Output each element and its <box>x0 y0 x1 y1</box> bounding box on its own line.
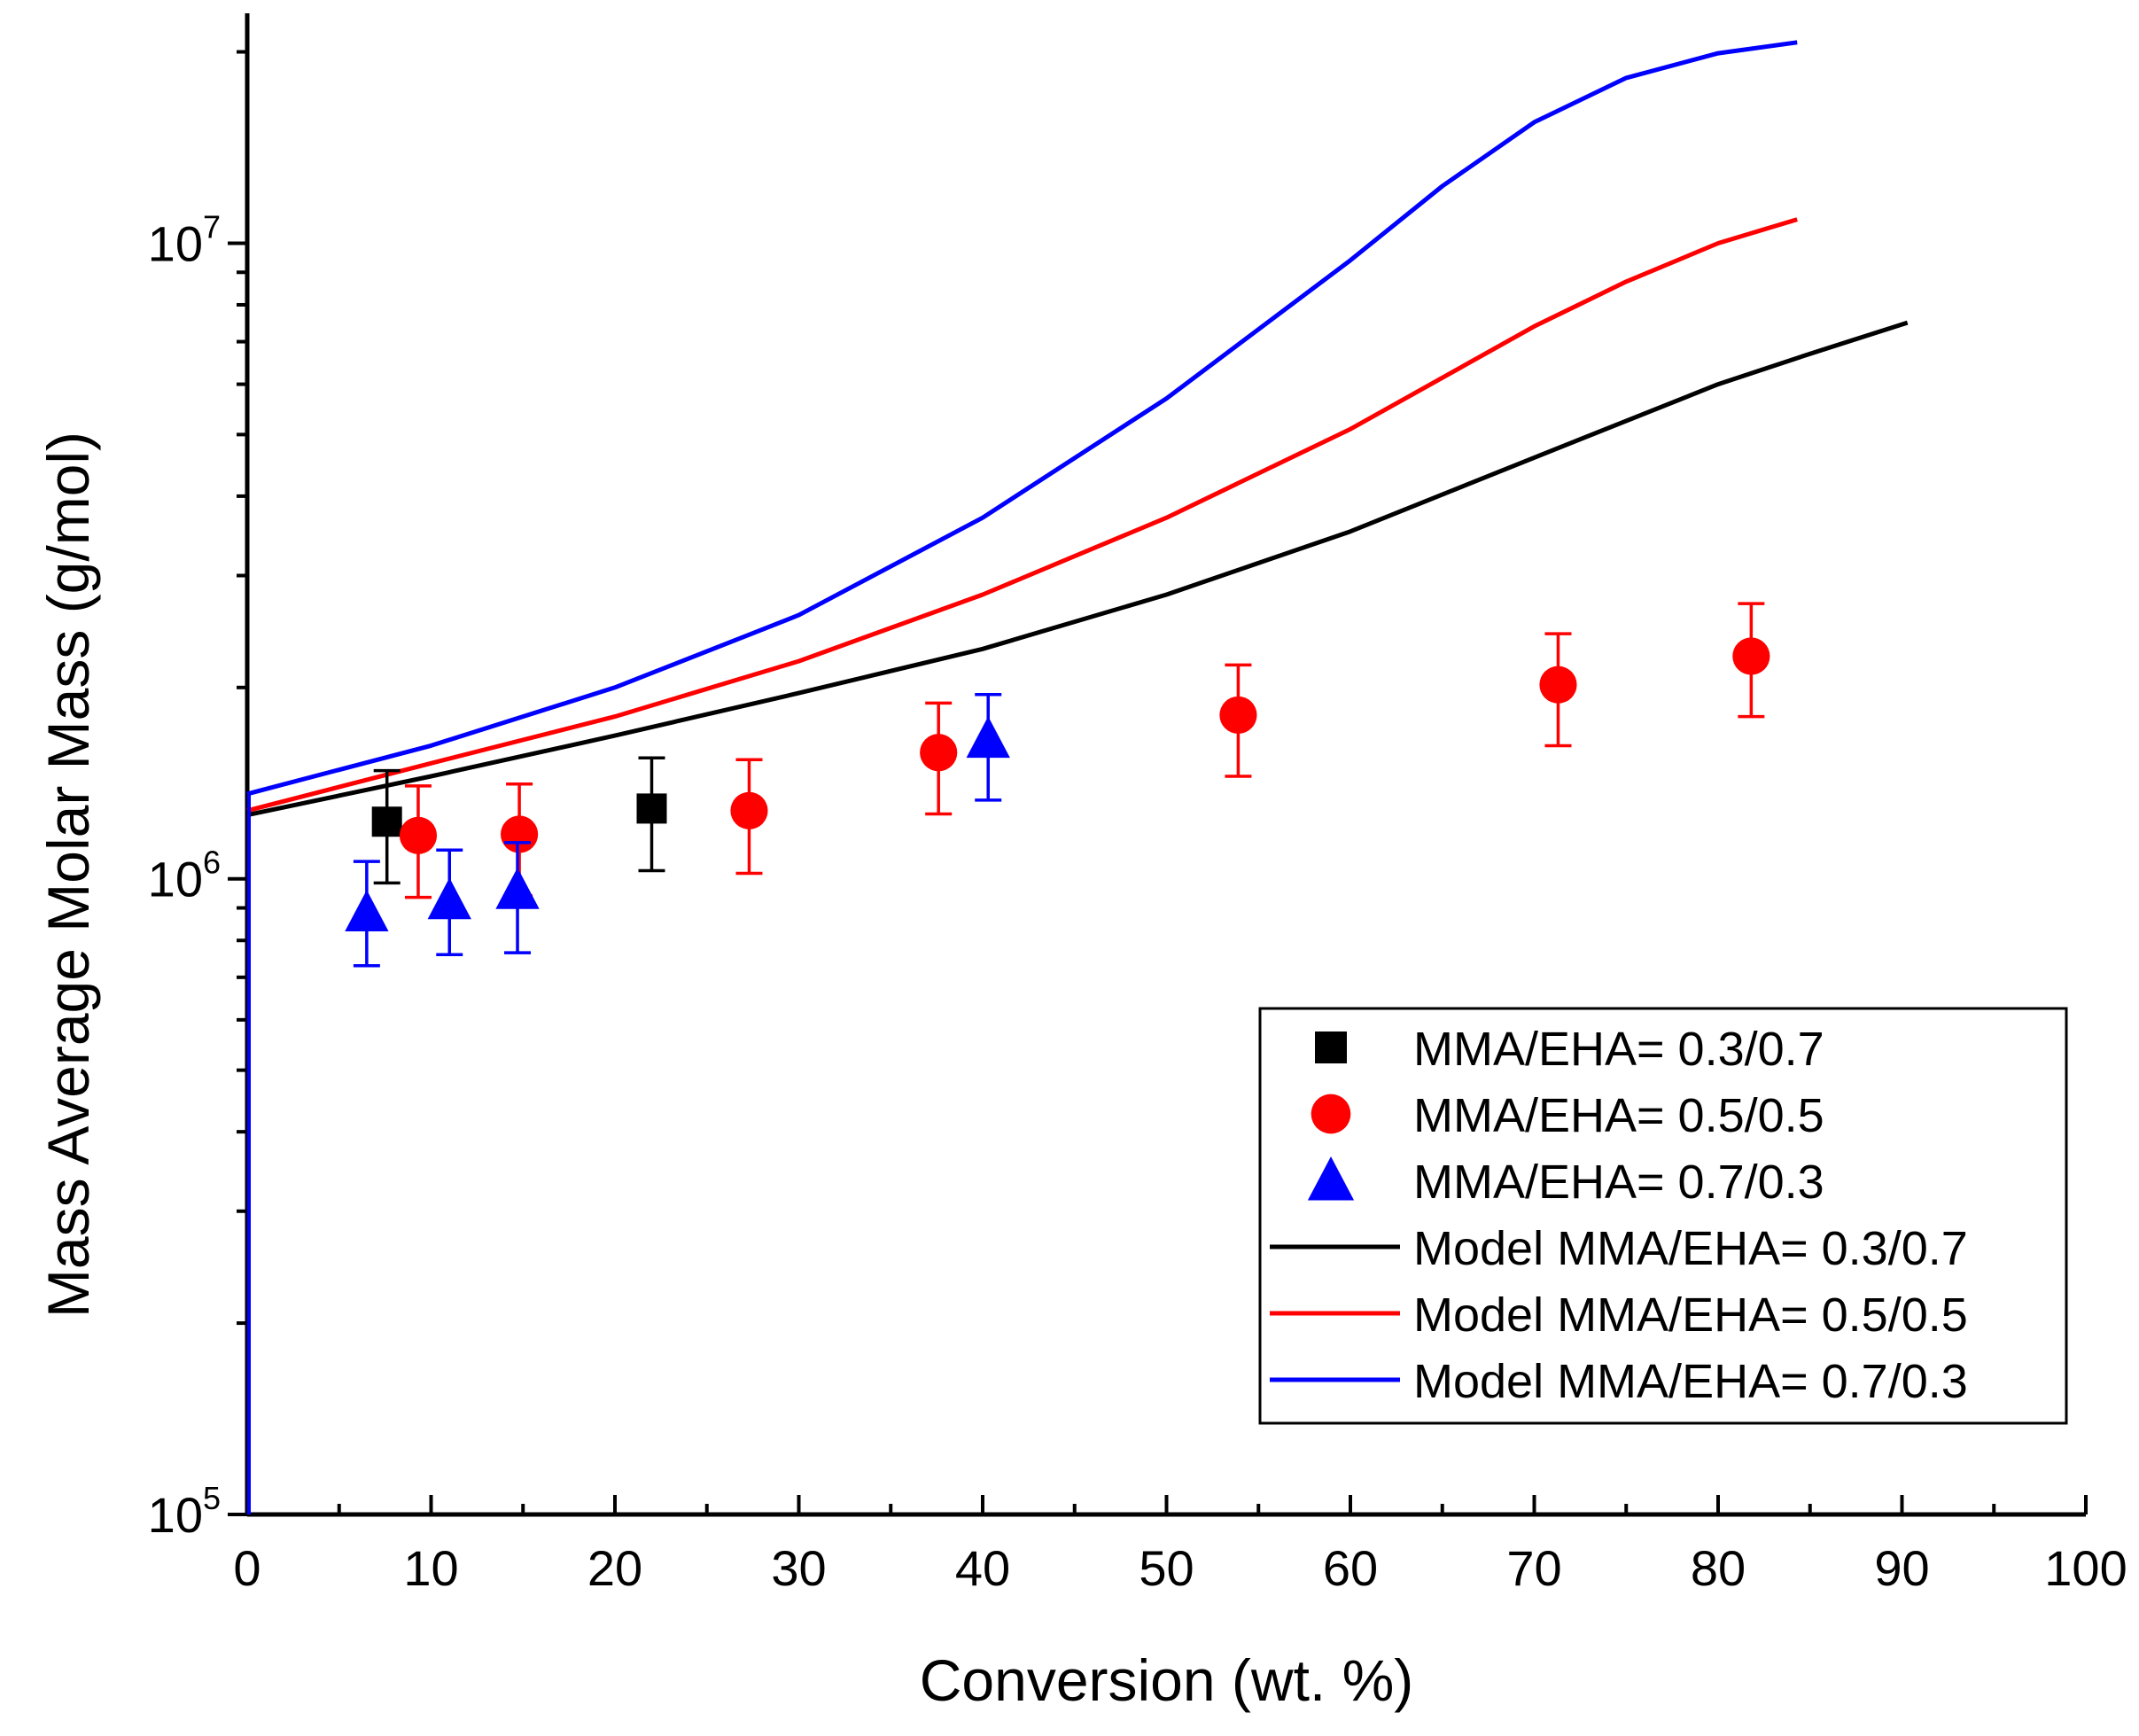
data-point <box>427 877 471 920</box>
axes-group: 0 10 20 30 40 50 60 70 80 90 100 105 106 107 <box>148 13 2127 1596</box>
data-point-group <box>399 784 438 899</box>
data-point <box>1539 666 1577 704</box>
data-point-group <box>1539 632 1577 748</box>
data-point-group <box>1219 663 1257 778</box>
data-point <box>399 816 438 854</box>
data-point <box>501 815 539 853</box>
data-point <box>920 734 958 772</box>
legend-entry: MMA/EHA= 0.5/0.5 <box>1311 1089 1824 1142</box>
legend-marker <box>1307 1156 1355 1201</box>
data-point <box>966 716 1010 759</box>
model-line <box>246 320 1909 818</box>
legend-label: MMA/EHA= 0.5/0.5 <box>1413 1089 1824 1142</box>
legend-label: Model MMA/EHA= 0.7/0.3 <box>1413 1355 1968 1408</box>
y-tick-label: 106 <box>148 845 221 907</box>
x-ticks: 0 10 20 30 40 50 60 70 80 90 100 <box>233 1495 2127 1596</box>
x-tick-label: 80 <box>1691 1540 1746 1596</box>
legend-box <box>1258 1007 2068 1425</box>
legend: MMA/EHA= 0.3/0.7 MMA/EHA= 0.5/0.5 MMA/EHA=… <box>1258 1007 2068 1425</box>
x-tick-label: 40 <box>955 1540 1010 1596</box>
data-point-group <box>966 692 1010 802</box>
legend-label: Model MMA/EHA= 0.5/0.5 <box>1413 1288 1968 1342</box>
legend-entry: Model MMA/EHA= 0.7/0.3 <box>1270 1355 1968 1408</box>
y-axis-label: Mass Average Molar Mass (g/mol) <box>35 432 101 1318</box>
x-tick-label: 10 <box>403 1540 458 1596</box>
data-point <box>1219 696 1257 734</box>
data-point-group <box>1732 602 1770 719</box>
y-tick-label: 107 <box>148 208 221 271</box>
data-point <box>345 890 389 932</box>
x-axis-label: Conversion (wt. %) <box>920 1647 1414 1713</box>
model-line <box>246 217 1798 814</box>
model-line <box>246 40 1798 797</box>
data-point <box>371 806 402 837</box>
data-point-group <box>920 701 958 816</box>
x-tick-label: 90 <box>1874 1540 1929 1596</box>
x-tick-label: 70 <box>1506 1540 1561 1596</box>
x-tick-label: 60 <box>1323 1540 1378 1596</box>
data-point <box>495 867 540 909</box>
legend-entry: Model MMA/EHA= 0.5/0.5 <box>1270 1288 1968 1342</box>
x-tick-label: 50 <box>1139 1540 1194 1596</box>
legend-entry: Model MMA/EHA= 0.3/0.7 <box>1270 1222 1968 1275</box>
model-lines <box>246 40 1909 1514</box>
data-point-group <box>495 841 540 954</box>
legend-marker <box>1315 1031 1347 1063</box>
data-point <box>730 791 768 829</box>
data-point-group <box>371 768 402 885</box>
legend-label: Model MMA/EHA= 0.3/0.7 <box>1413 1222 1968 1275</box>
x-tick-label: 0 <box>233 1540 261 1596</box>
y-ticks: 105 106 107 <box>148 50 247 1543</box>
data-point-group <box>730 758 768 876</box>
x-tick-label: 30 <box>771 1540 826 1596</box>
x-tick-label: 20 <box>587 1540 642 1596</box>
data-point-group <box>345 860 389 968</box>
data-point <box>636 793 667 824</box>
data-point-group <box>636 756 667 873</box>
legend-label: MMA/EHA= 0.7/0.3 <box>1413 1156 1824 1209</box>
legend-entry: MMA/EHA= 0.3/0.7 <box>1315 1023 1824 1076</box>
legend-marker <box>1311 1094 1351 1134</box>
data-point <box>1732 637 1770 675</box>
legend-entry: MMA/EHA= 0.7/0.3 <box>1307 1156 1824 1209</box>
y-tick-label: 105 <box>148 1480 221 1543</box>
data-points <box>345 602 1770 968</box>
legend-label: MMA/EHA= 0.3/0.7 <box>1413 1023 1824 1076</box>
data-point-group <box>427 848 471 956</box>
x-tick-label: 100 <box>2044 1540 2127 1596</box>
